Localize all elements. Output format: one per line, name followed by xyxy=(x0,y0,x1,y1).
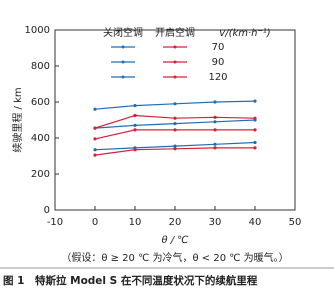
point xyxy=(213,120,217,124)
x-tick-label: 50 xyxy=(289,217,302,228)
x-tick-label: 0 xyxy=(92,217,98,228)
point xyxy=(173,102,177,106)
point xyxy=(93,137,97,141)
point xyxy=(213,142,217,146)
legend-speed: 70 xyxy=(212,42,225,53)
point xyxy=(253,99,257,103)
point xyxy=(253,116,257,120)
x-tick-label: 20 xyxy=(169,217,182,228)
point xyxy=(133,104,137,108)
legend-speed: 90 xyxy=(212,57,225,68)
legend-marker xyxy=(173,75,177,79)
point xyxy=(133,123,137,127)
x-tick-label: 30 xyxy=(209,217,222,228)
point xyxy=(173,122,177,126)
point xyxy=(93,126,97,130)
point xyxy=(253,140,257,145)
plot-frame xyxy=(54,29,296,211)
y-tick-label: 200 xyxy=(31,169,50,180)
legend-label: 关闭空调 xyxy=(103,26,143,39)
point xyxy=(213,128,217,132)
point xyxy=(133,113,137,118)
x-axis-label: θ / ℃ xyxy=(161,235,188,246)
legend-label: 开启空调 xyxy=(155,26,195,39)
point xyxy=(173,144,177,148)
point xyxy=(213,146,217,150)
point xyxy=(173,147,177,151)
point xyxy=(133,148,137,152)
point xyxy=(93,107,97,111)
note: （假设：θ ≥ 20 ℃ 为冷气，θ < 20 ℃ 为暖气。） xyxy=(61,251,288,264)
point xyxy=(213,100,217,104)
x-tick-label: 40 xyxy=(249,217,262,228)
point xyxy=(133,128,137,132)
y-tick-label: 1000 xyxy=(25,25,50,36)
legend-marker xyxy=(121,60,125,64)
legend-speed: 120 xyxy=(208,72,227,83)
point xyxy=(253,128,257,132)
point xyxy=(213,115,217,119)
caption: 图 1 特斯拉 Model S 在不同温度状况下的续航里程 xyxy=(3,274,258,287)
y-tick-label: 0 xyxy=(44,205,50,216)
y-tick-label: 800 xyxy=(31,61,50,72)
y-axis-label: 续驶里程 / km xyxy=(11,87,24,152)
point xyxy=(173,128,177,132)
y-tick-label: 600 xyxy=(31,97,50,108)
point xyxy=(93,153,97,157)
x-tick-label: -10 xyxy=(47,217,63,228)
legend-marker xyxy=(121,45,125,49)
y-tick-label: 400 xyxy=(31,133,50,144)
point xyxy=(173,116,177,120)
point xyxy=(253,146,257,150)
legend-marker xyxy=(121,75,125,79)
legend-marker xyxy=(173,45,177,49)
x-tick-label: 10 xyxy=(129,217,142,228)
legend-marker xyxy=(173,60,177,64)
legend-speed-title: v/(km·h⁻¹) xyxy=(219,28,270,39)
point xyxy=(93,148,97,152)
